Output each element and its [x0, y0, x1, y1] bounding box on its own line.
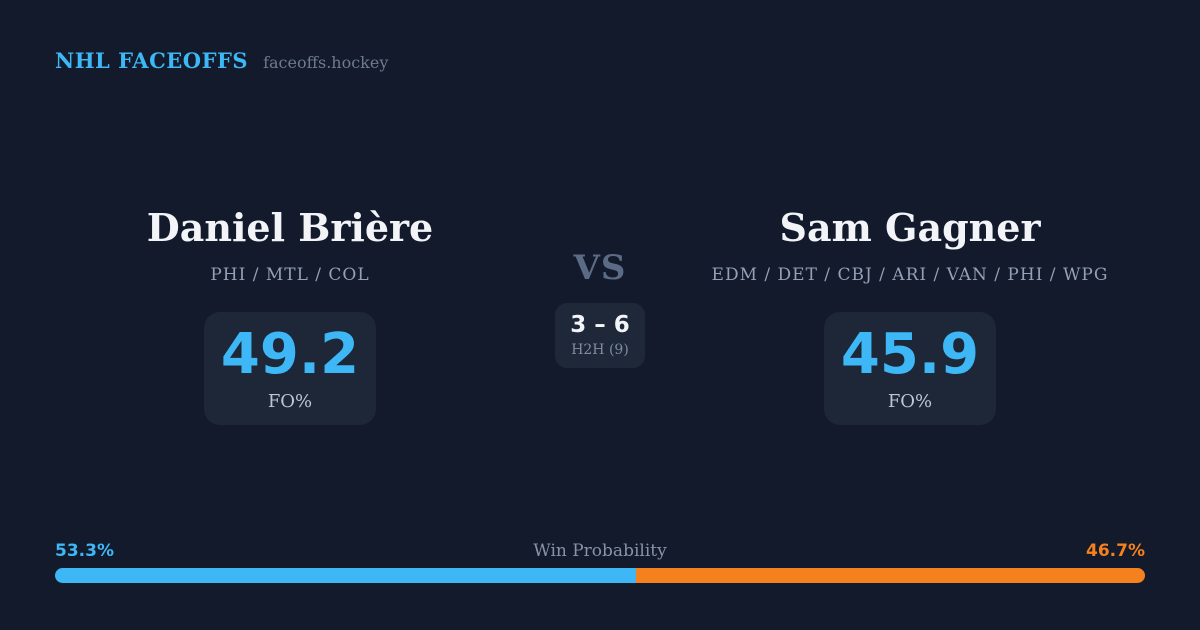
- site-url: faceoffs.hockey: [263, 53, 389, 72]
- player-left-fo-value: 49.2: [220, 321, 360, 387]
- vs-label: VS: [573, 248, 627, 288]
- h2h-label: H2H (9): [571, 341, 629, 358]
- player-left-teams: PHI / MTL / COL: [210, 264, 370, 285]
- win-probability-title: Win Probability: [533, 541, 667, 561]
- player-left-fo-card: 49.2 FO%: [204, 311, 376, 425]
- win-probability-bar: [55, 568, 1145, 583]
- win-probability-left-pct: 53.3%: [55, 541, 114, 561]
- player-right-fo-label: FO%: [887, 390, 933, 412]
- player-left-name: Daniel Brière: [146, 205, 434, 250]
- player-right-teams: EDM / DET / CBJ / ARI / VAN / PHI / WPG: [711, 264, 1109, 285]
- h2h-card: 3 – 6 H2H (9): [555, 303, 645, 368]
- win-probability-labels: 53.3% Win Probability 46.7%: [55, 541, 1145, 561]
- player-left-column: Daniel Brière PHI / MTL / COL 49.2 FO%: [80, 205, 500, 425]
- player-right-name: Sam Gagner: [779, 205, 1041, 250]
- player-right-fo-value: 45.9: [840, 321, 980, 387]
- win-probability-segment-right: [635, 568, 1145, 583]
- center-column: VS 3 – 6 H2H (9): [500, 248, 700, 368]
- header: NHL FACEOFFS faceoffs.hockey: [55, 48, 388, 73]
- player-right-fo-card: 45.9 FO%: [824, 311, 996, 425]
- player-right-column: Sam Gagner EDM / DET / CBJ / ARI / VAN /…: [700, 205, 1120, 425]
- player-left-fo-label: FO%: [267, 390, 313, 412]
- h2h-score: 3 – 6: [570, 311, 630, 338]
- brand-title: NHL FACEOFFS: [55, 48, 249, 73]
- win-probability-segment-left: [55, 568, 636, 583]
- win-probability-right-pct: 46.7%: [1086, 541, 1145, 561]
